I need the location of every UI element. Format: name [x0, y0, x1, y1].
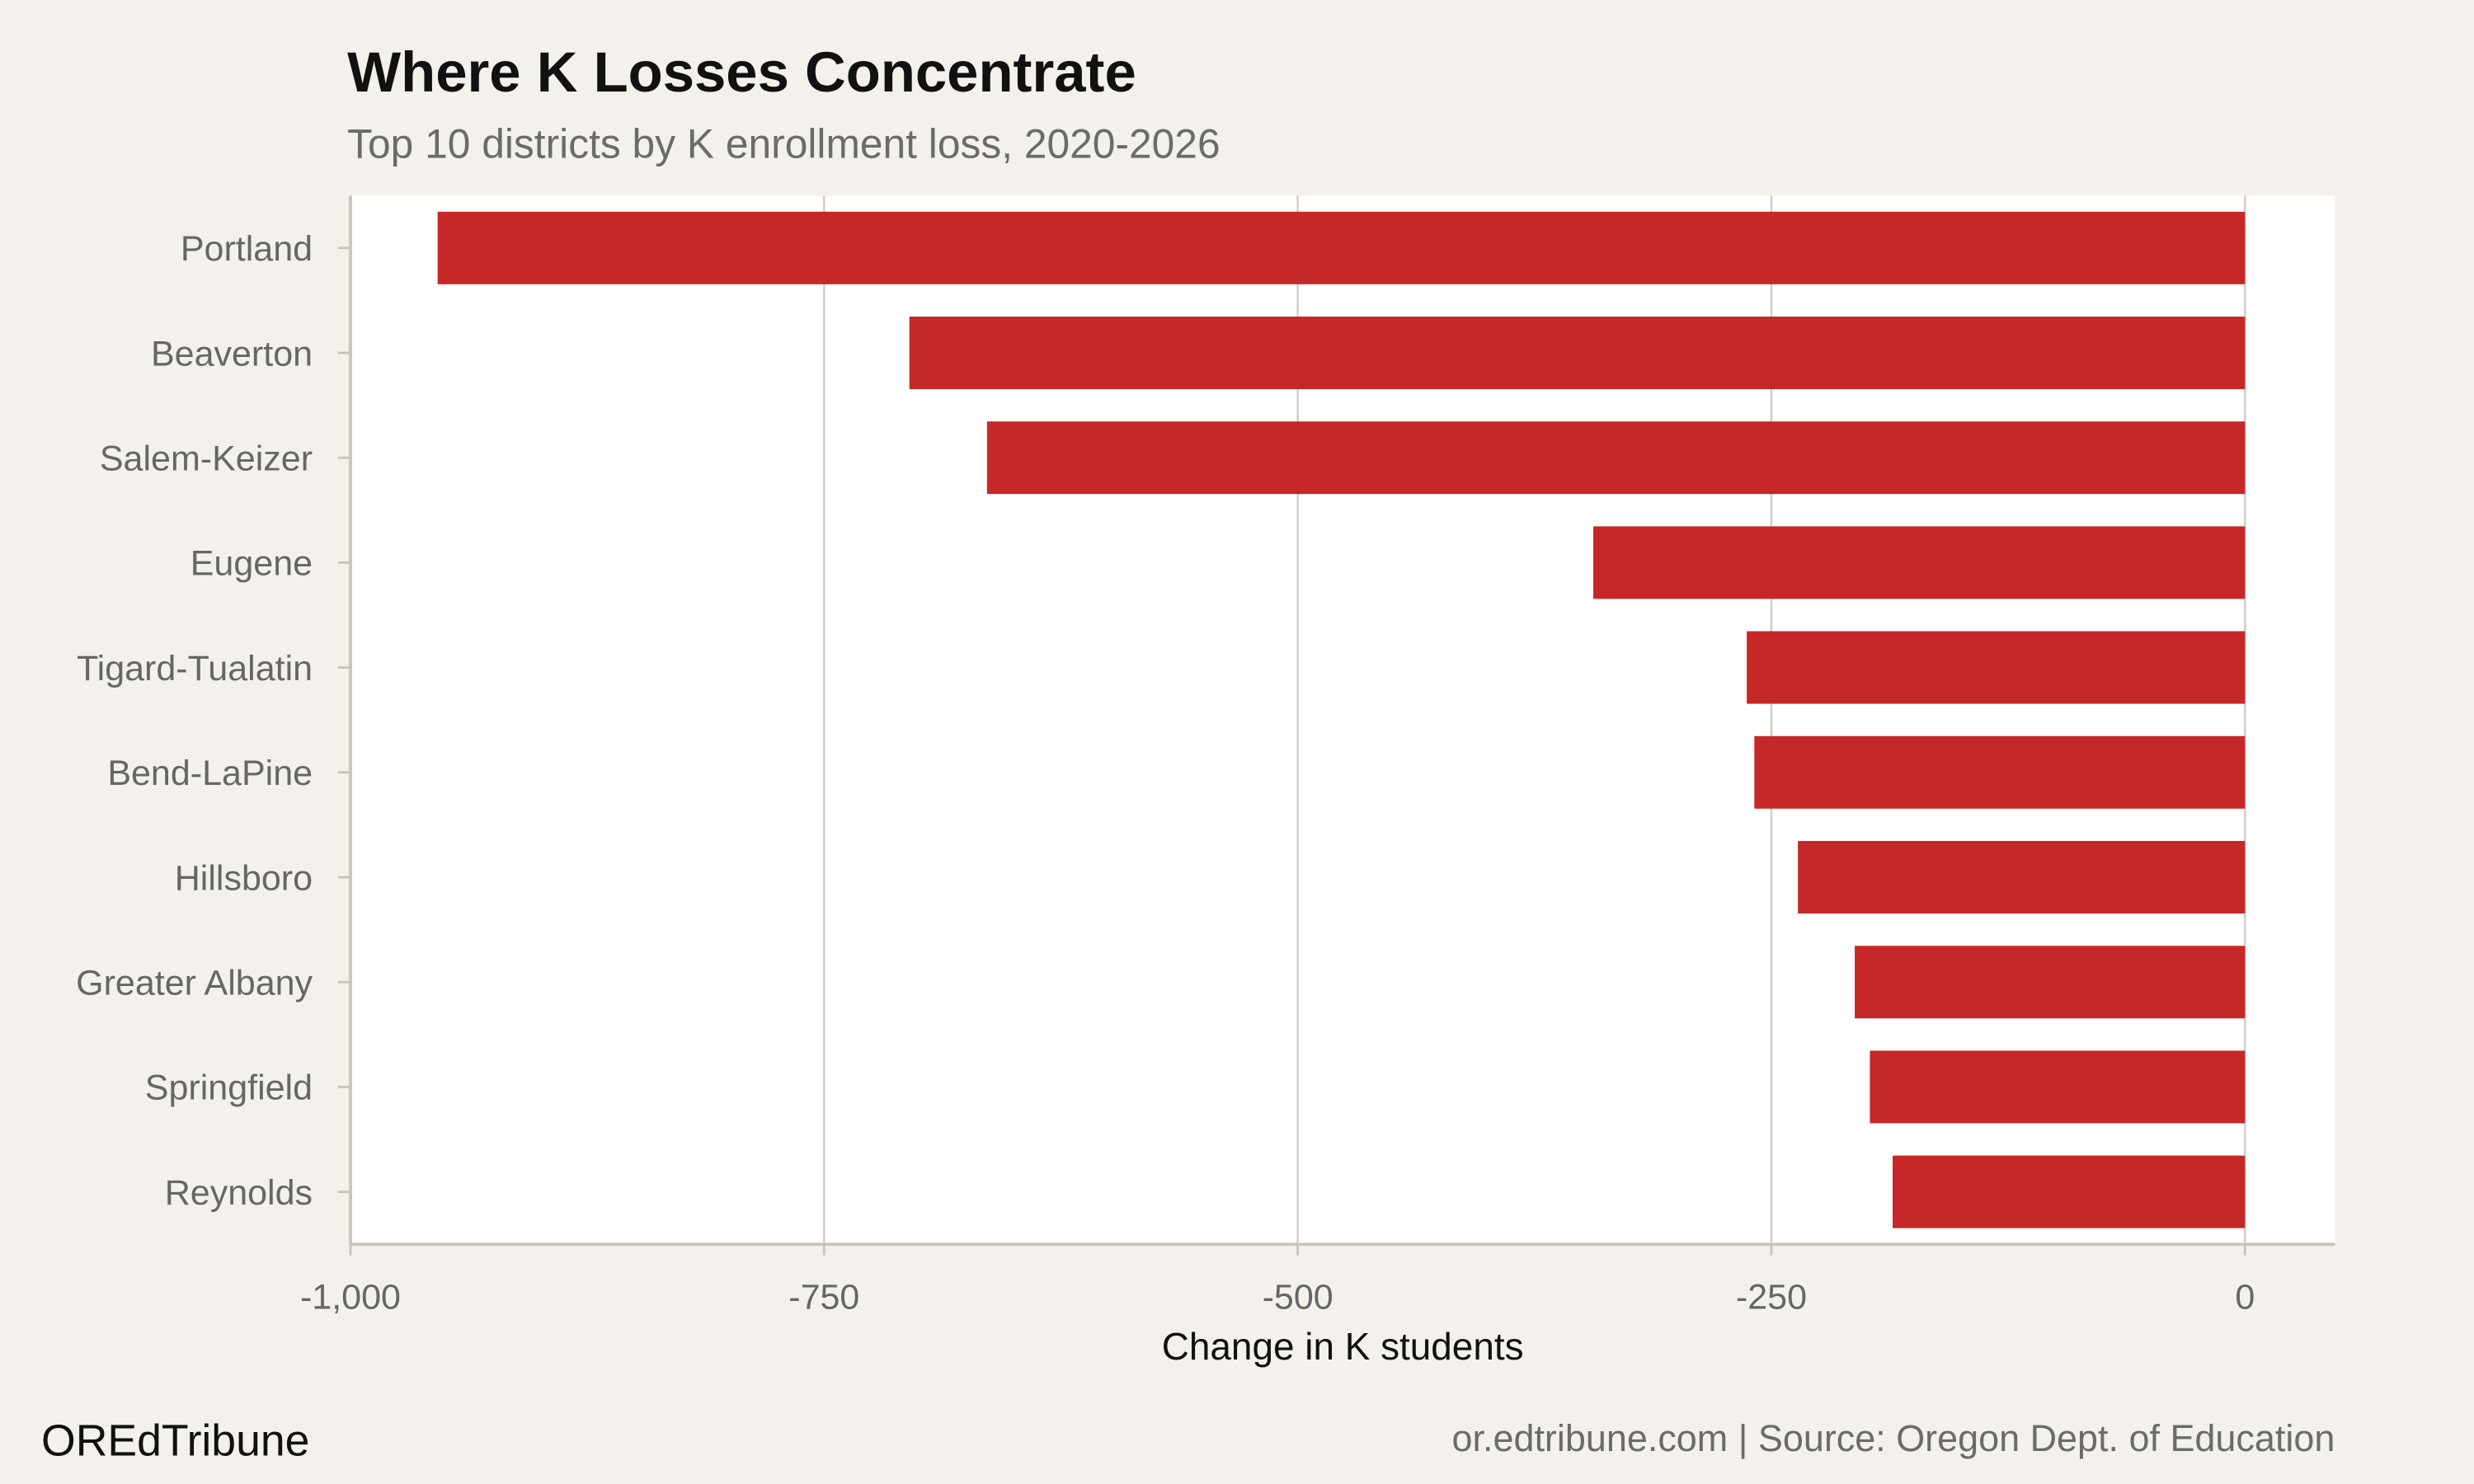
bar: [1593, 526, 2246, 599]
bars: [437, 211, 2246, 1228]
x-tick-label: -250: [1736, 1278, 1807, 1317]
brand-logo-text: OREdTribune: [41, 1417, 309, 1466]
source-note: or.edtribune.com | Source: Oregon Dept. …: [1452, 1417, 2335, 1459]
category-label: Greater Albany: [76, 964, 313, 1003]
x-axis-title: Change in K students: [1162, 1325, 1524, 1368]
bar: [909, 317, 2246, 389]
bar: [1855, 946, 2246, 1019]
bar: [1893, 1155, 2246, 1228]
category-label: Tigard-Tualatin: [77, 649, 313, 688]
category-label: Eugene: [190, 544, 313, 584]
bar: [986, 421, 2246, 495]
bar: [1798, 841, 2246, 914]
category-label: Bend-LaPine: [107, 754, 313, 793]
x-tick-label: -750: [788, 1278, 859, 1317]
category-label: Beaverton: [151, 334, 313, 373]
x-tick-label: -500: [1263, 1278, 1333, 1317]
bar: [1747, 631, 2246, 704]
x-tick-label: 0: [2235, 1278, 2255, 1317]
x-tick-labels: -1,000 -750 -500 -250 0: [300, 1244, 2255, 1317]
category-labels: Portland Beaverton Salem-Keizer Eugene Tigar…: [76, 229, 350, 1213]
bar: [1754, 735, 2246, 809]
category-label: Springfield: [145, 1068, 313, 1108]
category-label: Salem-Keizer: [100, 439, 313, 479]
bar: [437, 211, 2246, 284]
category-label: Reynolds: [165, 1173, 313, 1213]
category-label: Hillsboro: [175, 858, 313, 898]
chart-title: Where K Losses Concentrate: [347, 40, 1136, 104]
chart-subtitle: Top 10 districts by K enrollment loss, 2…: [347, 120, 1220, 167]
x-tick-label: -1,000: [300, 1278, 401, 1317]
category-label: Portland: [181, 229, 313, 269]
bar: [1870, 1050, 2246, 1124]
